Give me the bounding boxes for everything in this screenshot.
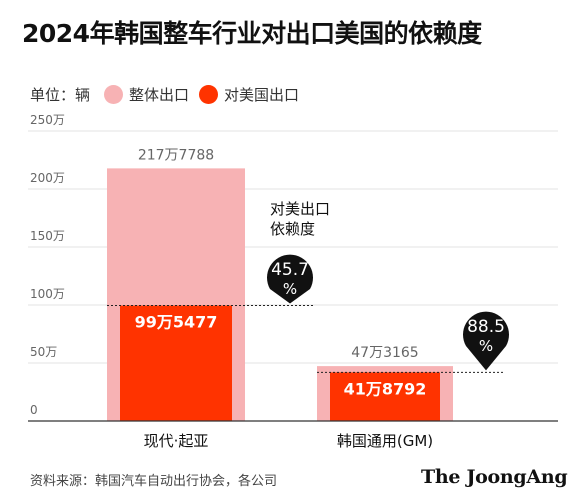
dependency-percent-sign: % <box>283 280 297 298</box>
legend: 单位：辆 整体出口 对美国出口 <box>30 83 309 105</box>
dependency-pin <box>267 254 313 304</box>
y-tick-label: 200万 <box>30 171 65 185</box>
category-label: 韩国通用(GM) <box>337 432 433 450</box>
y-tick-label: 0 <box>30 403 38 417</box>
total-value-label: 217万7788 <box>138 147 214 163</box>
dependency-title-line-1: 对美出口 <box>270 200 330 218</box>
us-value-label: 99万5477 <box>135 313 218 332</box>
category-label: 现代·起亚 <box>144 432 209 450</box>
dependency-pin <box>463 311 509 371</box>
y-tick-label: 50万 <box>30 345 57 359</box>
brand-logo: The JoongAng <box>421 466 568 488</box>
y-tick-label: 100万 <box>30 287 65 301</box>
total-value-label: 47万3165 <box>351 345 418 361</box>
chart-title: 2024年韩国整车行业对出口美国的依赖度 <box>22 19 482 48</box>
legend-label-total: 整体出口 <box>129 85 190 104</box>
dependency-value: 88.5 <box>467 317 505 337</box>
y-tick-label: 150万 <box>30 229 65 243</box>
y-tick-label: 250万 <box>30 113 65 127</box>
bar-us-export <box>120 305 232 421</box>
dependency-value: 45.7 <box>271 260 309 280</box>
unit-label: 单位：辆 <box>30 85 91 104</box>
legend-swatch-total <box>104 84 124 104</box>
legend-swatch-us <box>199 84 219 104</box>
us-value-label: 41万8792 <box>344 379 427 398</box>
dependency-percent-sign: % <box>479 337 493 355</box>
legend-item-us: 对美国出口 <box>199 84 299 105</box>
legend-label-us: 对美国出口 <box>224 85 300 104</box>
source-note: 资料来源：韩国汽车自动出行协会，各公司 <box>30 474 278 489</box>
dependency-title-line-2: 依赖度 <box>270 220 315 238</box>
bar-us-export <box>330 372 440 421</box>
legend-item-total: 整体出口 <box>104 84 189 105</box>
